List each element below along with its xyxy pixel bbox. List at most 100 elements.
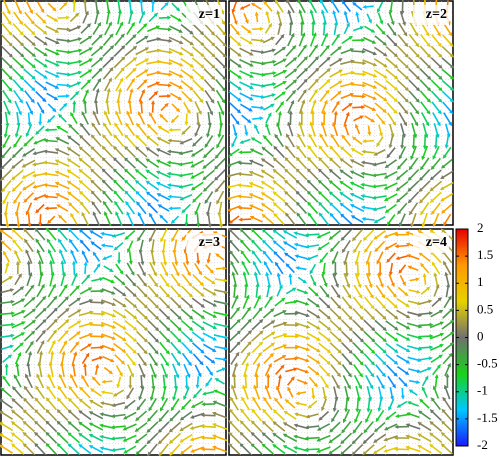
arrow	[342, 239, 351, 252]
arrow	[329, 191, 342, 203]
arrow	[330, 364, 341, 377]
arrow-head	[197, 372, 202, 378]
arrow	[146, 71, 160, 77]
arrow	[125, 399, 136, 409]
arrow-head	[234, 294, 239, 300]
arrow	[273, 70, 286, 78]
label-bg	[413, 233, 449, 253]
arrow-head	[78, 59, 83, 64]
arrow	[138, 213, 146, 226]
arrow-head	[422, 272, 427, 278]
arrow-head	[181, 130, 186, 135]
arrow	[341, 353, 352, 365]
arrow-head	[347, 385, 351, 390]
arrow-head	[183, 395, 187, 401]
arrow	[376, 375, 385, 389]
arrow-head	[404, 64, 410, 69]
arrow	[44, 36, 59, 44]
arrow-head	[116, 98, 121, 103]
arrow-head	[167, 15, 172, 20]
arrow-head	[63, 2, 68, 7]
arrow-head	[121, 281, 126, 286]
arrow-head	[159, 113, 164, 118]
arrow-head	[120, 33, 125, 38]
arrow-head	[271, 331, 276, 336]
arrow	[102, 146, 114, 158]
arrow	[420, 202, 430, 215]
arrow-head	[235, 120, 240, 126]
arrow	[68, 398, 80, 410]
arrow-head	[27, 223, 32, 228]
arrow-head	[347, 373, 352, 378]
arrow-head	[134, 157, 140, 162]
arrow	[192, 34, 204, 46]
arrow-head	[404, 87, 410, 92]
arrow	[240, 409, 251, 422]
arrow-head	[383, 52, 388, 57]
arrow	[443, 146, 452, 158]
arrow-head	[372, 62, 378, 67]
arrow	[12, 46, 24, 57]
arrow-head	[88, 58, 94, 63]
arrow	[215, 23, 226, 35]
arrow-head	[356, 273, 361, 278]
arrow	[419, 252, 431, 262]
arrow-head	[307, 145, 312, 150]
arrow-head	[164, 374, 168, 379]
arrow-head	[145, 135, 151, 140]
arrow	[261, 72, 275, 76]
arrow	[385, 170, 398, 179]
arrow	[363, 444, 375, 455]
arrow-head	[444, 271, 449, 276]
arrow	[341, 364, 352, 377]
arrow	[431, 398, 441, 410]
arrow-head	[323, 99, 328, 105]
arrow-head	[383, 437, 388, 442]
arrow-head	[236, 318, 241, 324]
arrow	[147, 330, 159, 342]
arrow	[407, 356, 421, 362]
arrow-head	[54, 29, 60, 33]
arrow-head	[324, 384, 329, 389]
arrow	[191, 309, 205, 319]
arrow	[240, 330, 252, 342]
arrow	[162, 374, 166, 389]
arrow	[339, 71, 354, 77]
arrow-head	[238, 217, 243, 222]
arrow-head	[35, 130, 40, 135]
arrow-head	[123, 157, 129, 162]
arrow	[295, 356, 309, 362]
arrow	[240, 240, 251, 252]
arrow-head	[295, 179, 300, 184]
arrow-head	[259, 116, 264, 121]
arrow	[441, 79, 454, 91]
arrow-head	[417, 230, 422, 234]
arrow	[239, 173, 253, 177]
arrow	[24, 90, 35, 103]
arrow	[191, 159, 205, 168]
arrow-head	[340, 213, 345, 218]
arrow	[362, 206, 376, 211]
arrow-head	[159, 214, 164, 219]
arrow-head	[362, 439, 367, 445]
arrow	[12, 146, 24, 158]
arrow-head	[101, 379, 106, 384]
arrow-head	[282, 230, 288, 234]
arrow-head	[68, 123, 73, 129]
arrow	[317, 446, 331, 453]
arrow-head	[66, 27, 71, 32]
arrow	[430, 354, 442, 363]
arrow-head	[132, 45, 138, 50]
arrow	[353, 364, 363, 377]
arrow	[44, 172, 59, 177]
arrow-head	[332, 121, 336, 127]
arrow-head	[99, 45, 104, 50]
arrow	[374, 331, 386, 342]
arrow-head	[393, 372, 398, 377]
arrow	[310, 10, 316, 25]
arrow-head	[407, 199, 412, 204]
arrow-head	[293, 242, 299, 247]
arrow	[420, 34, 430, 47]
arrow-head	[445, 373, 450, 378]
arrow-head	[282, 310, 287, 314]
